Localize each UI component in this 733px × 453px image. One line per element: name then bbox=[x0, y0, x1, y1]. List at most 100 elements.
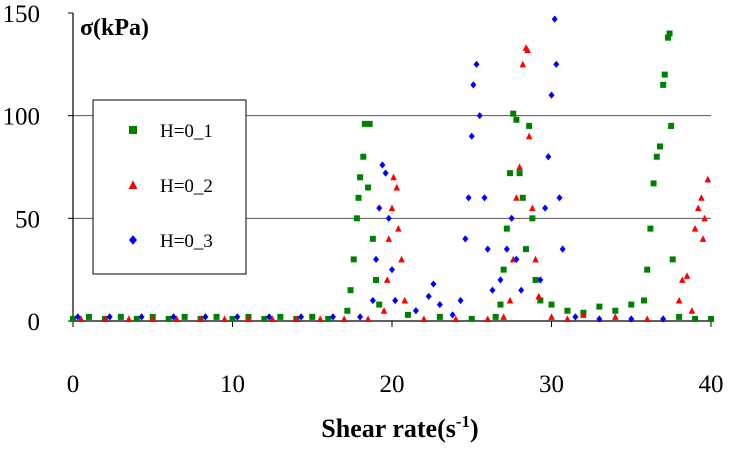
point bbox=[340, 315, 348, 322]
point bbox=[376, 301, 383, 308]
point bbox=[661, 71, 668, 78]
point bbox=[596, 303, 603, 310]
point bbox=[516, 163, 523, 170]
point bbox=[369, 235, 376, 242]
point bbox=[125, 315, 133, 322]
point bbox=[525, 132, 533, 140]
point bbox=[468, 315, 475, 322]
point bbox=[101, 315, 109, 322]
point bbox=[497, 301, 504, 308]
point bbox=[524, 46, 531, 53]
point bbox=[106, 313, 113, 321]
point bbox=[234, 313, 241, 321]
point bbox=[653, 153, 660, 160]
point bbox=[628, 301, 635, 308]
point bbox=[675, 296, 683, 304]
point bbox=[510, 110, 517, 117]
point bbox=[647, 225, 654, 232]
point bbox=[522, 246, 529, 253]
point bbox=[564, 307, 571, 314]
point bbox=[529, 204, 536, 212]
point bbox=[701, 214, 708, 222]
point bbox=[390, 173, 397, 181]
point bbox=[149, 315, 157, 322]
point bbox=[519, 194, 526, 201]
point bbox=[596, 315, 603, 323]
point bbox=[369, 296, 376, 305]
chart-title: σ(kPa) bbox=[80, 15, 149, 41]
point bbox=[436, 313, 443, 320]
point bbox=[516, 170, 523, 177]
point bbox=[506, 296, 514, 304]
legend-box bbox=[92, 99, 247, 275]
point bbox=[412, 307, 419, 315]
point bbox=[548, 313, 555, 320]
point bbox=[508, 214, 515, 222]
point bbox=[484, 245, 491, 253]
point bbox=[70, 315, 76, 322]
point bbox=[316, 315, 324, 322]
point bbox=[559, 245, 566, 253]
point bbox=[373, 255, 380, 263]
point bbox=[77, 315, 85, 322]
point bbox=[545, 153, 552, 161]
point bbox=[683, 272, 691, 279]
point bbox=[181, 313, 188, 320]
point bbox=[529, 215, 536, 222]
point bbox=[513, 194, 520, 201]
point bbox=[389, 266, 395, 274]
point bbox=[699, 235, 707, 242]
point bbox=[628, 315, 635, 323]
point bbox=[213, 313, 220, 320]
point bbox=[465, 194, 472, 202]
point bbox=[420, 315, 428, 322]
point bbox=[325, 315, 332, 322]
point bbox=[436, 300, 443, 309]
point bbox=[532, 255, 539, 263]
point bbox=[197, 315, 204, 322]
point bbox=[357, 174, 364, 181]
point bbox=[669, 256, 676, 263]
point bbox=[392, 296, 399, 305]
point bbox=[361, 120, 368, 127]
point bbox=[612, 313, 619, 320]
point bbox=[364, 315, 372, 322]
point bbox=[503, 225, 510, 232]
point bbox=[430, 280, 437, 288]
point bbox=[449, 311, 456, 319]
point bbox=[548, 91, 555, 99]
point bbox=[269, 315, 276, 322]
point bbox=[470, 81, 477, 89]
point bbox=[355, 194, 362, 201]
point bbox=[553, 60, 560, 68]
point bbox=[221, 315, 228, 322]
point bbox=[660, 315, 667, 323]
point bbox=[551, 15, 558, 23]
point bbox=[473, 60, 480, 68]
point bbox=[298, 313, 305, 321]
point bbox=[277, 313, 284, 320]
point bbox=[500, 266, 507, 273]
point bbox=[373, 276, 380, 283]
point bbox=[572, 313, 579, 321]
point bbox=[385, 214, 392, 222]
point bbox=[404, 311, 411, 318]
point bbox=[513, 255, 520, 263]
point bbox=[476, 112, 483, 120]
y-tick-label: 100 bbox=[3, 104, 41, 131]
point bbox=[347, 287, 354, 294]
point bbox=[691, 225, 699, 232]
point bbox=[668, 122, 675, 129]
point bbox=[379, 161, 386, 169]
point bbox=[500, 313, 507, 320]
point bbox=[612, 307, 619, 314]
point bbox=[85, 313, 92, 320]
point bbox=[398, 255, 405, 263]
point bbox=[74, 313, 81, 321]
point bbox=[698, 194, 705, 201]
point bbox=[388, 204, 396, 212]
point bbox=[365, 184, 372, 191]
point bbox=[694, 204, 702, 212]
y-tick-label: 50 bbox=[15, 206, 40, 233]
x-axis-label-end: ) bbox=[470, 414, 479, 443]
